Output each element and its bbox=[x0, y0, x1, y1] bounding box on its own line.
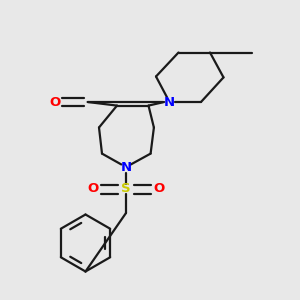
Text: O: O bbox=[50, 95, 61, 109]
Text: N: N bbox=[164, 95, 175, 109]
Text: O: O bbox=[87, 182, 99, 196]
Text: N: N bbox=[120, 160, 132, 174]
Text: O: O bbox=[153, 182, 165, 196]
Text: S: S bbox=[121, 182, 131, 196]
